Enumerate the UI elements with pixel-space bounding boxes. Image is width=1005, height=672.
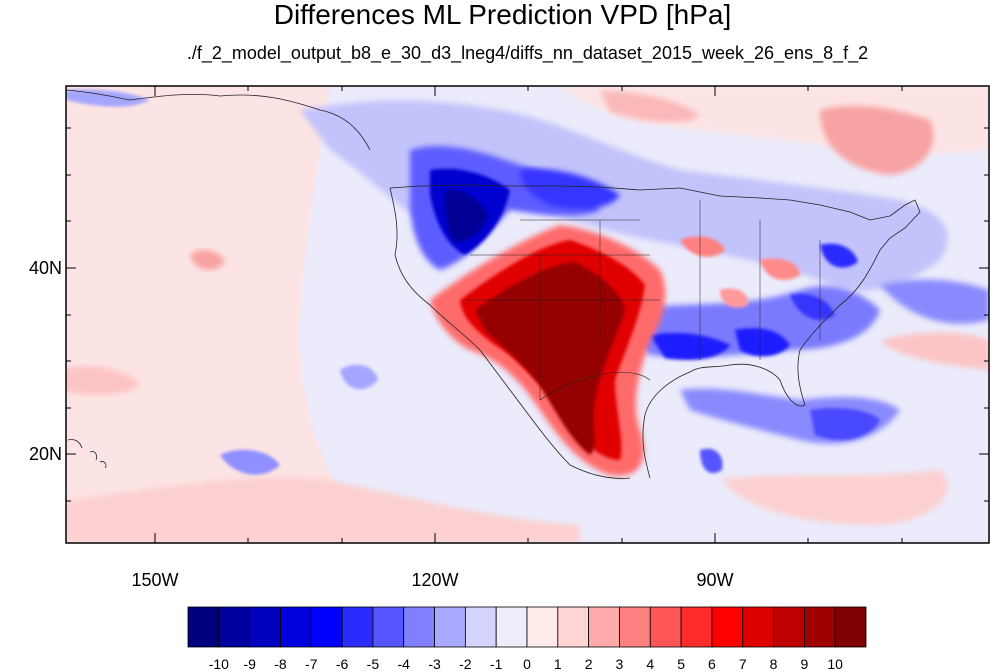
colorbar-label: -3 — [428, 656, 441, 672]
colorbar-swatch — [680, 606, 713, 648]
colorbar-swatch — [403, 606, 435, 648]
mexico-border — [539, 371, 651, 401]
map-subtitle: ./f_2_model_output_b8_e_30_d3_lneg4/diff… — [186, 43, 869, 63]
colorbar-swatch — [773, 606, 805, 648]
lat-label-40n: 40N — [29, 258, 62, 278]
colorbar-label: 10 — [827, 656, 843, 672]
plot-frame: 40N 20N 150W 120W 90W — [29, 85, 990, 590]
colorbar-swatch — [310, 606, 343, 648]
colorbar-label: 5 — [677, 656, 685, 672]
lon-label-90w: 90W — [696, 570, 733, 590]
colorbar-swatch — [619, 606, 651, 648]
colorbar-swatch — [742, 606, 774, 648]
colorbar-label: 6 — [708, 656, 716, 672]
colorbar-label: -5 — [367, 656, 380, 672]
colorbar-swatch — [372, 606, 405, 648]
colorbar-swatch — [711, 606, 744, 648]
colorbar-label: -10 — [209, 656, 229, 672]
colorbar-swatch — [557, 606, 590, 648]
colorbar-label: 0 — [523, 656, 531, 672]
colorbar-label: -9 — [243, 656, 256, 672]
colorbar-swatch — [464, 606, 497, 648]
colorbar-label: 8 — [770, 656, 778, 672]
atlantic-gulf-coast — [642, 249, 881, 479]
colorbar-label: 2 — [585, 656, 593, 672]
colorbar-label: -8 — [274, 656, 287, 672]
state-borders — [465, 200, 821, 400]
pacific-coast — [389, 187, 631, 479]
colorbar-label: -7 — [305, 656, 318, 672]
colorbar-swatch — [803, 606, 836, 648]
northern-border — [389, 184, 921, 251]
colorbar-swatch — [495, 606, 528, 648]
pacific-warm-region — [66, 86, 360, 543]
colorbar-swatch — [649, 606, 682, 648]
colorbar-swatch — [434, 606, 466, 648]
lon-label-150w: 150W — [131, 570, 178, 590]
data-field — [66, 86, 989, 543]
colorbar-swatch — [218, 606, 251, 648]
colorbar-label: -4 — [398, 656, 411, 672]
colorbar-swatch — [588, 606, 620, 648]
colorbar-label: 9 — [800, 656, 808, 672]
alaska-coast — [66, 89, 371, 151]
colorbar-label: 4 — [646, 656, 654, 672]
lon-label-120w: 120W — [411, 570, 458, 590]
hawaii-islands — [67, 439, 107, 469]
colorbar-label: -1 — [490, 656, 503, 672]
colorbar-swatch — [280, 606, 312, 648]
map-title: Differences ML Prediction VPD [hPa] — [273, 0, 732, 30]
colorbar-swatch — [249, 606, 281, 648]
colorbar: -10 -9 -8 -7 -6 -5 -4 -3 -2 -1 0 1 2 3 4 5 6 7 8 9 10 — [187, 606, 867, 672]
colorbar-label: -6 — [336, 656, 349, 672]
colorbar-swatch — [526, 606, 559, 648]
colorbar-label: 7 — [739, 656, 747, 672]
colorbar-label: 1 — [554, 656, 562, 672]
colorbar-swatch — [834, 606, 867, 648]
lat-ticks — [66, 127, 989, 502]
colorbar-swatch — [187, 606, 220, 648]
colorbar-label: -2 — [459, 656, 472, 672]
colorbar-swatch — [341, 606, 374, 648]
coastlines — [66, 89, 921, 479]
lat-label-20n: 20N — [29, 444, 62, 464]
colorbar-label: 3 — [616, 656, 624, 672]
lon-ticks — [154, 86, 903, 543]
